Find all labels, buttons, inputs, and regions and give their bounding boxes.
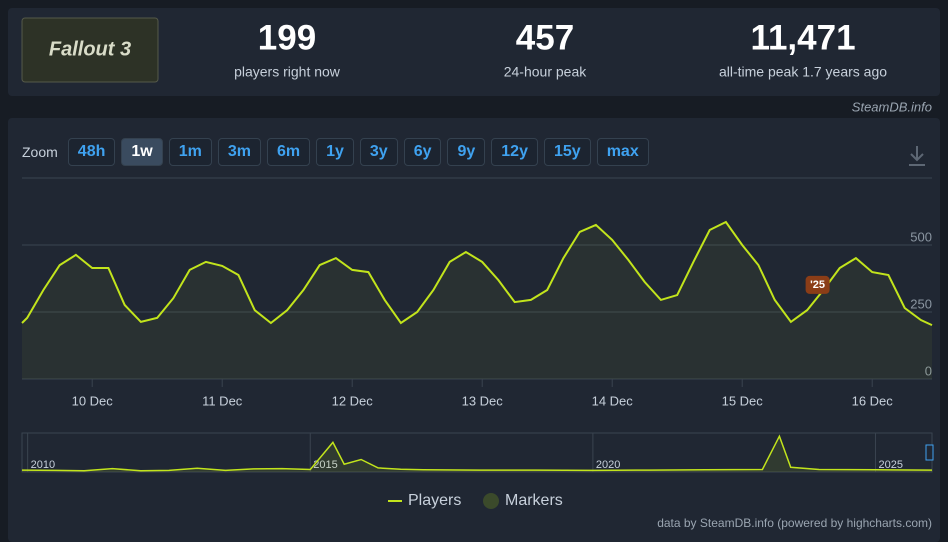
x-tick-label: 14 Dec <box>592 393 634 408</box>
legend-swatch <box>483 493 499 509</box>
area <box>22 222 932 379</box>
zoom-button[interactable]: 1w <box>121 138 163 166</box>
x-tick-label: 13 Dec <box>462 393 504 408</box>
download-icon[interactable] <box>909 146 925 166</box>
line <box>21 220 933 327</box>
zoom-button[interactable]: 6y <box>403 138 442 166</box>
zoom-button[interactable]: max <box>596 138 649 166</box>
x-tick-label: 12 Dec <box>332 393 374 408</box>
navigator-handle[interactable] <box>925 444 934 461</box>
y-tick-label: 250 <box>910 296 932 311</box>
zoom-button[interactable]: 1m <box>168 138 212 166</box>
zoom-button[interactable]: 6m <box>266 138 311 166</box>
marker <box>805 275 830 294</box>
stat-value: 457 <box>516 18 574 57</box>
chart-card <box>8 118 940 542</box>
y-tick-label: 0 <box>925 363 932 378</box>
marker-label: '25 <box>810 279 825 291</box>
zoom-bar: Zoom 48h 1w 1m 3m 6m 1y 3y 6y 9y 12y 15y max <box>22 138 649 166</box>
legend-label: Markers <box>505 492 563 509</box>
zoom-button[interactable]: 15y <box>543 138 591 166</box>
x-tick-label: 15 Dec <box>722 393 764 408</box>
zoom-label: Zoom <box>22 144 58 160</box>
x-tick-label: 16 Dec <box>852 393 894 408</box>
navigator-tick-label: 2025 <box>878 459 902 471</box>
zoom-button[interactable]: 3m <box>217 138 261 166</box>
y-tick-label: 500 <box>910 229 932 244</box>
logo-text: Fallout 3 <box>49 38 131 60</box>
legend-label: Players <box>408 492 461 509</box>
x-tick-label: 11 Dec <box>202 393 243 408</box>
stat-label: 24-hour peak <box>504 64 588 80</box>
stats-card <box>8 8 940 96</box>
zoom-button[interactable]: 9y <box>447 138 486 166</box>
stat-label: players right now <box>234 64 341 80</box>
zoom-button[interactable]: 1y <box>316 138 354 166</box>
stat-label: all-time peak 1.7 years ago <box>719 64 887 80</box>
stat-value: 11,471 <box>750 18 855 57</box>
zoom-button[interactable]: 3y <box>359 138 398 166</box>
zoom-button[interactable]: 48h <box>67 138 116 166</box>
credit: data by SteamDB.info (powered by highcha… <box>657 516 932 530</box>
stat-value: 199 <box>258 18 316 57</box>
navigator-tick-label: 2015 <box>313 459 337 471</box>
source: SteamDB.info <box>852 99 932 114</box>
zoom-button[interactable]: 12y <box>491 138 538 166</box>
x-tick-label: 10 Dec <box>72 393 114 408</box>
navigator-tick-label: 2010 <box>31 459 55 471</box>
navigator-line <box>21 434 933 472</box>
game-logo <box>21 17 159 83</box>
navigator-tick-label: 2020 <box>596 459 620 471</box>
